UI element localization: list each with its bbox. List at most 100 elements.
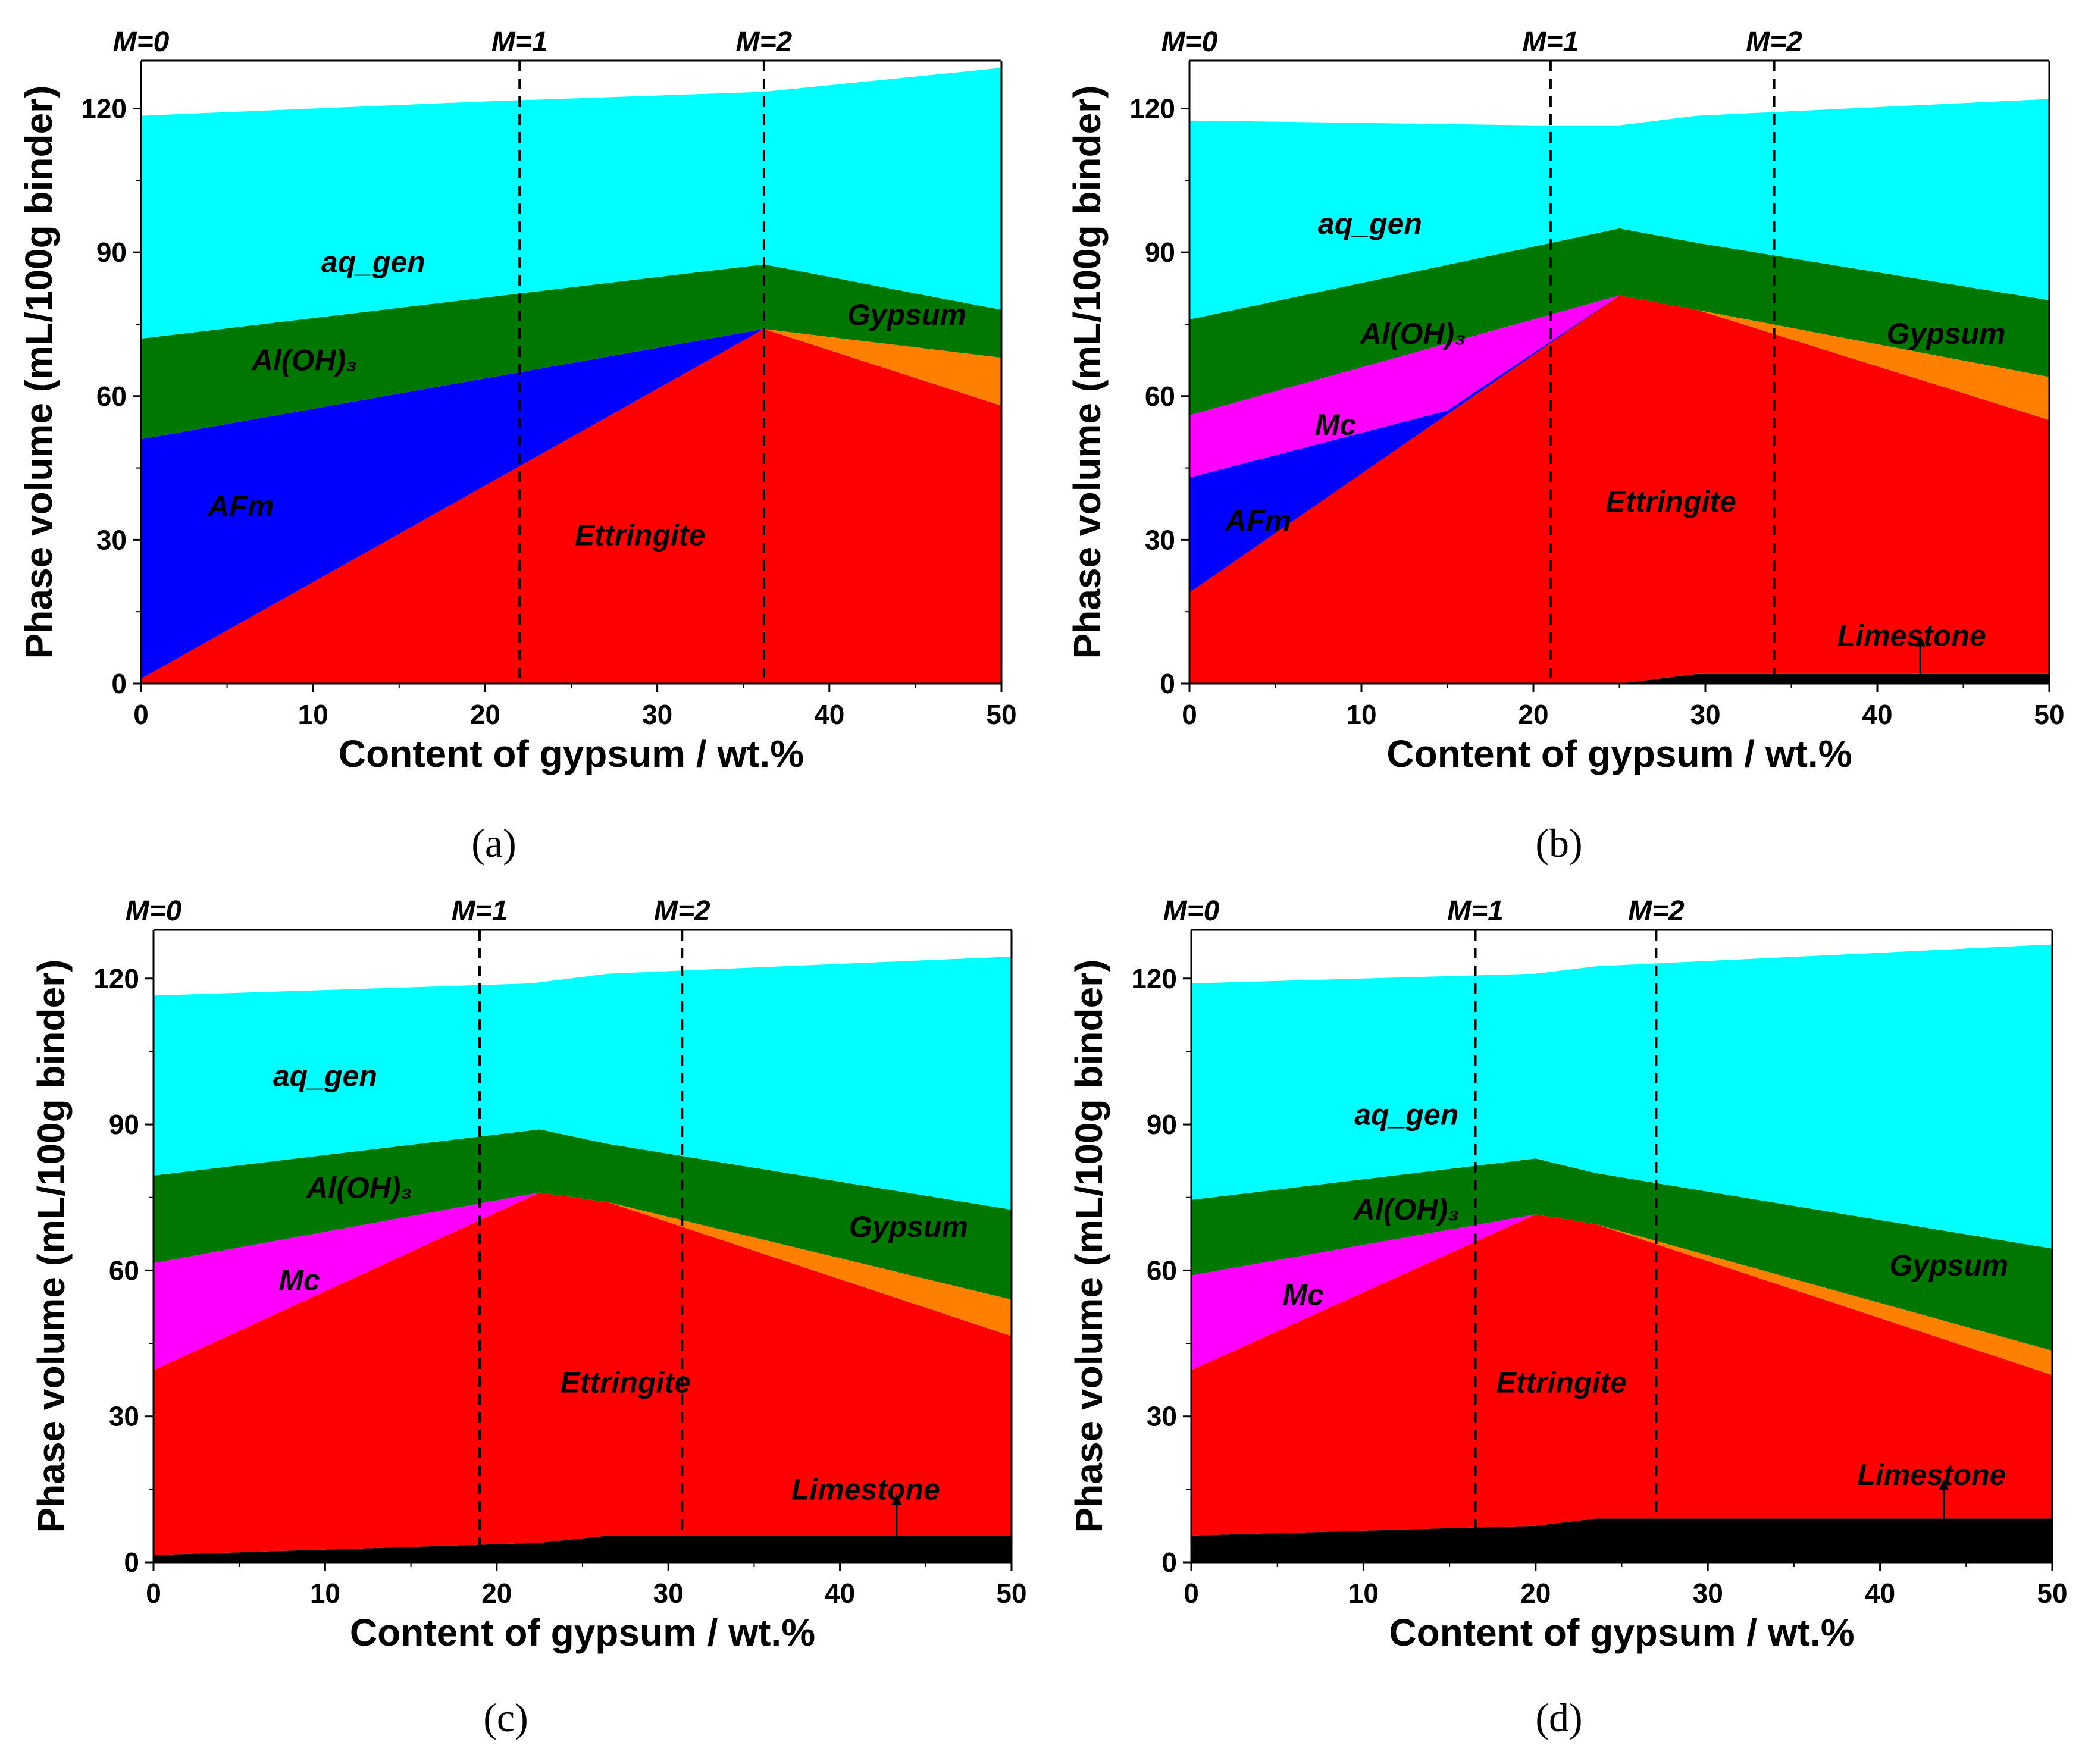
y-tick-label: 120 — [81, 93, 127, 124]
x-axis-title: Content of gypsum / wt.% — [339, 732, 804, 775]
limestone-arrow-head — [1938, 1479, 1949, 1490]
phase-label-limestone: Limestone — [1837, 619, 1986, 652]
phase-label-al-oh: Al(OH)₃ — [305, 1171, 412, 1204]
x-tick-label: 10 — [310, 1578, 340, 1609]
marker-label-M2: M=2 — [1628, 895, 1685, 927]
y-tick-label: 90 — [96, 237, 127, 268]
area-gypsum — [1189, 295, 2049, 420]
x-tick-label: 20 — [481, 1578, 512, 1609]
phase-label-ettringite: Ettringite — [1496, 1365, 1626, 1399]
y-tick-label: 60 — [109, 1255, 139, 1286]
area-ettringite — [1191, 1214, 2052, 1536]
y-tick-label: 60 — [96, 381, 127, 412]
y-tick-label: 90 — [1145, 237, 1175, 268]
area-al-oh-3 — [1191, 1158, 2052, 1351]
area-al-oh-3 — [1189, 228, 2049, 415]
y-tick-label: 30 — [1145, 524, 1175, 555]
x-tick-label: 0 — [1184, 1578, 1199, 1609]
phase-label-aq-gen: aq_gen — [273, 1059, 377, 1092]
panel-caption: (b) — [1535, 820, 1582, 866]
phase-label-afm: AFm — [206, 490, 274, 523]
area-mc — [154, 1192, 1012, 1370]
x-tick-label: 30 — [642, 699, 672, 730]
area-al-oh-3 — [141, 264, 1001, 440]
phase-label-al-oh: Al(OH)₃ — [251, 343, 358, 377]
marker-label-M1: M=1 — [452, 895, 508, 927]
y-axis-title: Phase volume (mL/100g binder) — [1067, 960, 1110, 1533]
marker-label-M2: M=2 — [736, 26, 793, 58]
y-tick-label: 0 — [1160, 668, 1175, 699]
phase-label-mc: Mc — [1282, 1278, 1324, 1311]
area-al-oh-3 — [154, 1129, 1012, 1300]
phase-label-gypsum: Gypsum — [1887, 317, 2006, 350]
phase-label-al-oh: Al(OH)₃ — [1352, 1193, 1460, 1226]
limestone-arrow-head — [891, 1494, 902, 1505]
phase-label-gypsum: Gypsum — [847, 298, 966, 331]
y-tick-label: 90 — [109, 1109, 139, 1140]
area-mc — [1191, 1214, 2052, 1376]
area-aq-gen — [1189, 99, 2049, 319]
area-mc — [1189, 295, 2049, 478]
area-afm — [141, 329, 1001, 679]
x-tick-label: 0 — [146, 1578, 161, 1609]
marker-label-M0: M=0 — [126, 895, 182, 927]
y-tick-label: 60 — [1147, 1255, 1177, 1286]
phase-label-gypsum: Gypsum — [1889, 1249, 2008, 1282]
panel-a: 0 10 20 30 40 50 0 30 60 90 120 Content of gypsum /… — [17, 26, 1017, 866]
limestone-arrow-head — [1915, 635, 1926, 647]
x-tick-label: 50 — [986, 699, 1016, 730]
x-tick-label: 20 — [1518, 699, 1548, 730]
y-tick-label: 0 — [124, 1547, 139, 1578]
phase-label-limestone: Limestone — [1857, 1458, 2006, 1492]
phase-label-limestone: Limestone — [791, 1472, 940, 1506]
y-tick-label: 120 — [93, 963, 139, 994]
marker-label-M0: M=0 — [113, 26, 170, 58]
phase-label-aq-gen: aq_gen — [321, 245, 425, 278]
panel-c: 0 10 20 30 40 50 0 30 60 90 120 Content of gypsum /… — [30, 895, 1027, 1740]
phase-label-afm: AFm — [1224, 504, 1291, 537]
x-tick-label: 50 — [2034, 699, 2064, 730]
y-tick-label: 0 — [1161, 1547, 1177, 1578]
marker-label-M0: M=0 — [1161, 26, 1218, 58]
x-tick-label: 10 — [298, 699, 328, 730]
x-axis-title: Content of gypsum / wt.% — [350, 1611, 815, 1654]
area-limestone — [1189, 673, 2049, 684]
marker-label-M1: M=1 — [1523, 26, 1579, 58]
y-tick-label: 120 — [1129, 93, 1175, 124]
x-tick-label: 40 — [825, 1578, 855, 1609]
phase-label-al-oh: Al(OH)₃ — [1359, 317, 1466, 350]
panel-d: 0 10 20 30 40 50 0 30 60 90 120 Content of gypsum /… — [1067, 895, 2068, 1740]
phase-areas — [154, 957, 1012, 1562]
y-axis-title: Phase volume (mL/100g binder) — [30, 960, 73, 1533]
y-axis-title: Phase volume (mL/100g binder) — [17, 86, 60, 659]
x-tick-label: 40 — [814, 699, 844, 730]
x-tick-label: 0 — [1182, 699, 1197, 730]
phase-label-aq-gen: aq_gen — [1318, 207, 1422, 240]
area-ettringite — [154, 1192, 1012, 1555]
y-tick-label: 30 — [109, 1401, 139, 1432]
phase-label-ettringite: Ettringite — [560, 1365, 690, 1399]
y-tick-label: 0 — [111, 668, 127, 699]
panel-caption: (d) — [1535, 1695, 1582, 1740]
y-tick-label: 30 — [96, 524, 127, 555]
y-tick-label: 60 — [1145, 381, 1175, 412]
phase-label-mc: Mc — [278, 1264, 320, 1297]
x-tick-label: 10 — [1346, 699, 1376, 730]
y-tick-label: 30 — [1147, 1401, 1177, 1432]
area-ettringite — [141, 329, 1001, 684]
area-gypsum — [154, 1192, 1012, 1336]
marker-label-M2: M=2 — [654, 895, 710, 927]
x-tick-label: 40 — [1862, 699, 1892, 730]
y-tick-label: 90 — [1147, 1109, 1177, 1140]
marker-label-M1: M=1 — [491, 26, 548, 58]
area-aq-gen — [154, 957, 1012, 1210]
panel-b: 0 10 20 30 40 50 0 30 60 90 120 Content of gypsum /… — [1066, 26, 2065, 866]
marker-label-M1: M=1 — [1447, 895, 1504, 927]
marker-label-M2: M=2 — [1746, 26, 1802, 58]
phase-label-ettringite: Ettringite — [575, 518, 705, 552]
phase-areas — [1191, 944, 2052, 1562]
x-tick-label: 30 — [653, 1578, 684, 1609]
phase-label-ettringite: Ettringite — [1605, 485, 1736, 518]
area-afm — [1189, 295, 2049, 593]
